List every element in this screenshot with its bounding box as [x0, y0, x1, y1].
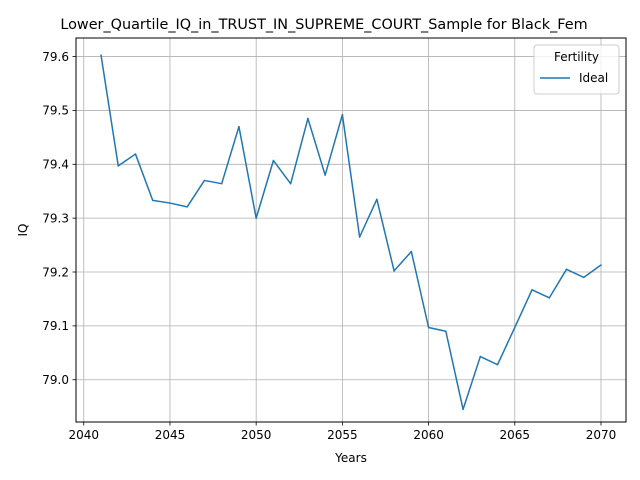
data-point [169, 202, 171, 204]
x-tick-label: 2040 [68, 428, 99, 442]
y-axis: 79.0 79.1 79.2 79.3 79.4 79.5 79.6 [42, 50, 76, 387]
y-axis-label: IQ [16, 224, 30, 237]
data-point [358, 236, 361, 238]
y-tick-label: 79.1 [42, 319, 69, 333]
data-point [238, 125, 240, 128]
legend-box [533, 44, 620, 95]
data-point [100, 54, 102, 56]
data-point [410, 250, 413, 253]
x-axis: 2040 2045 2050 2055 2060 2065 2070 [68, 422, 616, 442]
data-point [220, 182, 223, 185]
data-point [186, 206, 188, 208]
data-point [548, 297, 551, 299]
data-point [600, 264, 602, 266]
data-point [583, 276, 585, 279]
data-point [341, 114, 344, 116]
data-point [514, 326, 516, 329]
data-point [445, 330, 447, 332]
y-tick-label: 79.4 [42, 158, 69, 172]
data-point [255, 217, 257, 219]
grid-lines [76, 38, 626, 422]
x-tick-label: 2045 [155, 428, 186, 442]
data-point [203, 179, 206, 182]
data-point [117, 165, 119, 167]
y-tick-label: 79.0 [42, 373, 69, 387]
x-tick-label: 2050 [241, 428, 272, 442]
data-point [376, 198, 378, 201]
plot-area-frame [75, 37, 627, 423]
data-point [307, 117, 309, 120]
data-point [565, 268, 568, 271]
y-tick-label: 79.6 [42, 50, 69, 64]
chart-title: Lower_Quartile_IQ_in_TRUST_IN_SUPREME_CO… [60, 17, 587, 33]
series-line-ideal [100, 54, 602, 411]
y-tick-label: 79.2 [42, 265, 69, 279]
data-point [531, 289, 533, 291]
data-point [324, 174, 326, 176]
x-tick-label: 2060 [413, 428, 444, 442]
data-point [151, 199, 154, 202]
data-point [479, 355, 482, 358]
data-point [289, 182, 292, 185]
data-point [427, 326, 430, 329]
legend: Fertility Ideal [533, 44, 620, 95]
x-tick-label: 2065 [500, 428, 531, 442]
x-tick-label: 2055 [327, 428, 358, 442]
series-lines [100, 54, 602, 411]
data-point [462, 408, 464, 411]
data-point [134, 153, 137, 155]
legend-title: Fertility [554, 50, 599, 64]
legend-label-ideal: Ideal [579, 71, 608, 85]
x-axis-label: Years [334, 451, 367, 465]
data-point [393, 270, 395, 272]
data-point [496, 363, 499, 366]
data-point [272, 159, 275, 162]
x-tick-label: 2070 [586, 428, 617, 442]
y-tick-label: 79.3 [42, 211, 69, 225]
y-tick-label: 79.5 [42, 104, 69, 118]
